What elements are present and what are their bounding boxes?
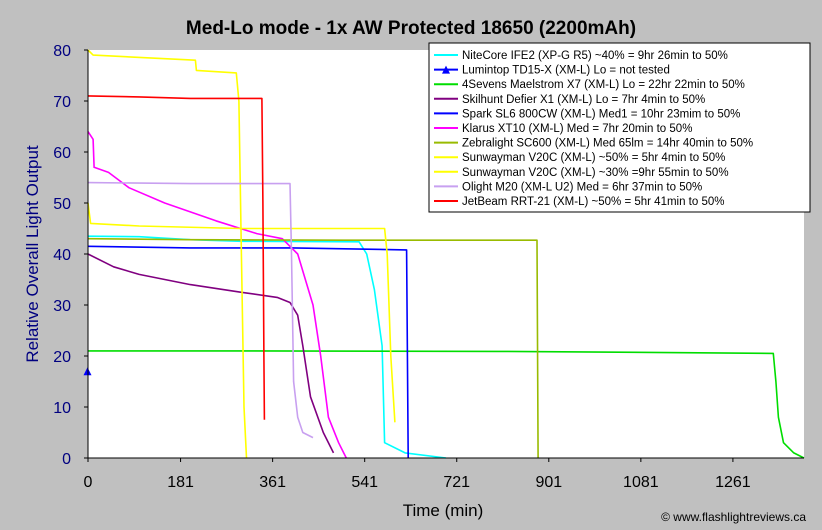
- x-tick-label: 0: [84, 474, 93, 491]
- series-line: [87, 237, 539, 459]
- legend-marker: [442, 65, 450, 74]
- y-tick-label: 30: [53, 298, 71, 315]
- legend-entry: Skilhunt Defier X1 (XM-L) Lo = 7hr 4min …: [462, 94, 705, 106]
- credit-text: © www.flashlightreviews.ca: [661, 510, 806, 524]
- series-line: [87, 181, 314, 439]
- series-line: [87, 235, 447, 459]
- series-line: [87, 202, 396, 423]
- y-tick-label: 80: [53, 43, 71, 60]
- y-axis-label: Relative Overall Light Output: [23, 145, 42, 363]
- y-tick-label: 50: [53, 196, 71, 213]
- x-tick-label: 541: [351, 474, 378, 491]
- legend-entry: NiteCore IFE2 (XP-G R5) ~40% = 9hr 26min…: [462, 50, 728, 62]
- legend-box: [428, 42, 811, 213]
- legend-entry: Sunwayman V20C (XM-L) ~30% =9hr 55min to…: [462, 167, 729, 179]
- legend-entry: JetBeam RRT-21 (XM-L) ~50% = 5hr 41min t…: [462, 196, 725, 208]
- chart-title: Med-Lo mode - 1x AW Protected 18650 (220…: [186, 18, 636, 39]
- tick-layer: 0 10 20 30 40 50 60 70 80 0 181 361 541 721 901 1081 126…: [53, 43, 751, 491]
- y-tick-label: 70: [53, 94, 71, 111]
- y-tick-label: 60: [53, 145, 71, 162]
- x-tick-label: 1261: [715, 474, 751, 491]
- series-layer: [83, 49, 805, 459]
- y-tick-label: 20: [53, 349, 71, 366]
- legend-entry: Sunwayman V20C (XM-L) ~50% = 5hr 4min to…: [462, 152, 725, 164]
- legend-entry: Olight M20 (XM-L U2) Med = 6hr 37min to …: [462, 181, 702, 193]
- y-tick-label: 40: [53, 247, 71, 264]
- series-line: [88, 350, 805, 459]
- legend-entry: Klarus XT10 (XM-L) Med = 7hr 20min to 50…: [462, 123, 692, 135]
- legend-entry: Lumintop TD15-X (XM-L) Lo = not tested: [462, 65, 670, 77]
- x-tick-label: 901: [535, 474, 562, 491]
- y-tick-label: 10: [53, 400, 71, 417]
- legend-entry: Zebralight SC600 (XM-L) Med 65lm = 14hr …: [462, 138, 753, 150]
- x-tick-label: 361: [259, 474, 286, 491]
- legend: NiteCore IFE2 (XP-G R5) ~40% = 9hr 26min…: [428, 42, 811, 213]
- x-axis-label: Time (min): [403, 501, 484, 520]
- y-tick-label: 0: [62, 451, 71, 468]
- series-line: [87, 253, 335, 454]
- legend-entry: 4Sevens Maelstrom X7 (XM-L) Lo = 22hr 22…: [462, 79, 745, 91]
- x-tick-label: 1081: [623, 474, 659, 491]
- legend-entry: Spark SL6 800CW (XM-L) Med1 = 10hr 23mim…: [462, 108, 740, 120]
- x-tick-label: 181: [167, 474, 194, 491]
- series-line: [87, 95, 266, 420]
- x-tick-label: 721: [443, 474, 470, 491]
- series-line: [87, 49, 248, 459]
- series-line: [87, 131, 348, 459]
